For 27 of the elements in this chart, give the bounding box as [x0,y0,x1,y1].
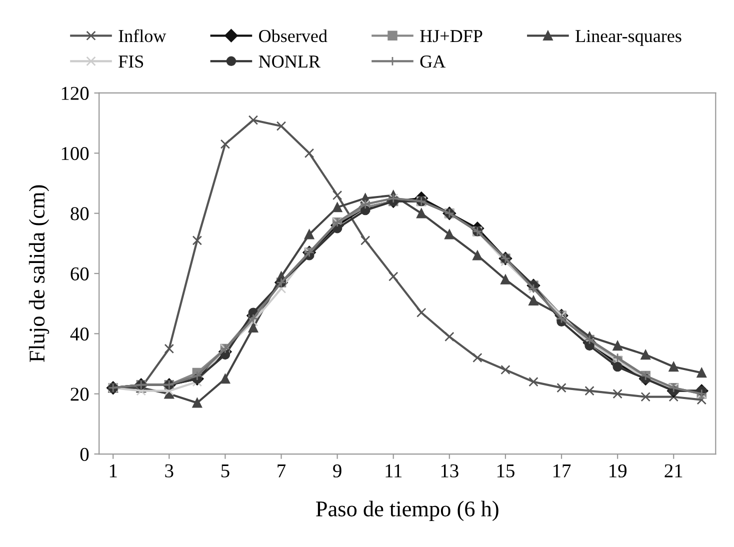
legend-label: NONLR [258,56,320,68]
x-tick-label: 5 [221,464,230,478]
x-tick-label: 15 [497,464,514,478]
y-tick-label: 40 [70,327,89,341]
x-tick-label: 9 [333,464,342,478]
legend-label: FIS [118,56,144,68]
x-tick-label: 3 [165,464,174,478]
y-tick-label: 20 [70,388,89,401]
x-axis-title: Paso de tiempo (6 h) [316,500,498,521]
legend-label: Linear-squares [576,30,682,46]
y-axis-title: Flujo de salida (cm) [28,185,50,362]
y-tick-label: 0 [80,448,89,461]
legend-label: HJ+DFP [420,30,482,42]
y-tick-label: 100 [62,146,89,160]
x-tick-label: 1 [110,464,117,478]
x-tick-label: 21 [664,464,682,478]
x-tick-label: 17 [554,464,571,478]
y-tick-label: 120 [62,86,89,100]
y-tick-label: 60 [70,267,89,280]
x-tick-label: 13 [441,464,458,478]
x-tick-label: 19 [610,464,626,478]
x-tick-label: 11 [386,464,402,478]
legend-label: Observed [259,29,328,42]
x-tick-label: 7 [278,464,286,478]
legend-label: Inflow [118,29,166,42]
y-tick-label: 80 [70,207,89,220]
legend-label: GA [420,56,446,68]
